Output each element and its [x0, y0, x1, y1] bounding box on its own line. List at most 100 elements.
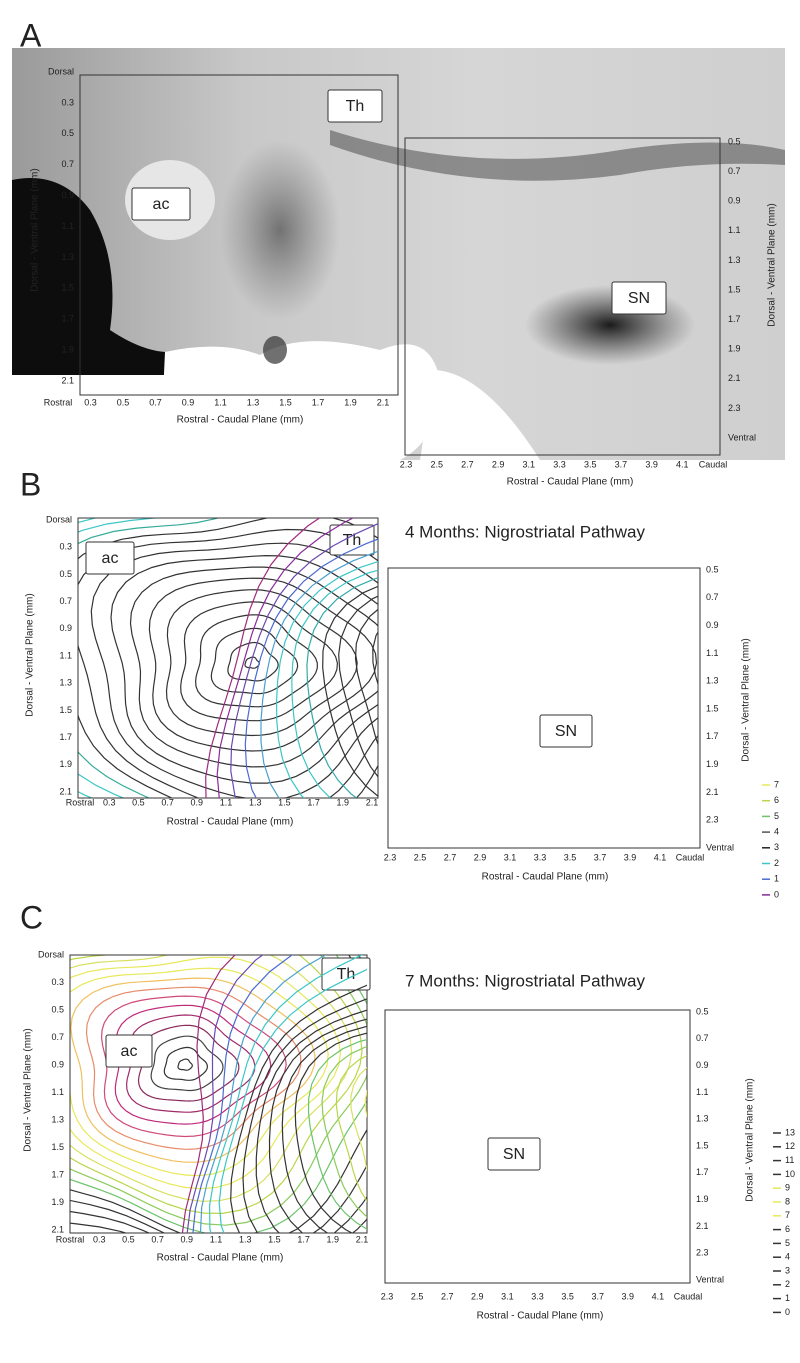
x-tick-label: 2.9: [471, 1291, 484, 1301]
x-tick-label: 3.5: [584, 459, 597, 469]
y-tick-label: 1.5: [59, 705, 72, 715]
legend-label: 0: [785, 1307, 790, 1317]
y-tick-label: 1.7: [728, 314, 741, 324]
plot-frame: [387, 567, 701, 849]
contour-line: [372, 630, 378, 687]
x-tick-label: 3.9: [645, 459, 658, 469]
contour-line: [281, 1025, 367, 1233]
x-tick-label: 0.9: [182, 397, 195, 407]
contour-line: [407, 606, 670, 805]
contour-line: [350, 1066, 367, 1173]
x-tick-label: 3.7: [591, 1291, 604, 1301]
x-tick-label: 3.1: [523, 459, 536, 469]
x-tick-label: Rostral: [56, 1234, 85, 1244]
plot-frame: [384, 1009, 691, 1284]
contour-line: [70, 967, 329, 1177]
x-tick-label: 1.5: [268, 1234, 281, 1244]
y-tick-label: 0.9: [51, 1059, 64, 1069]
region-label: Th: [346, 98, 365, 115]
y-tick-label: 1.9: [61, 344, 74, 354]
contour-line: [129, 566, 378, 768]
contours: [205, 518, 685, 820]
region-label: ac: [121, 1043, 138, 1060]
y-tick-label: 1.1: [728, 225, 741, 235]
legend-label: 7: [785, 1210, 790, 1220]
contour-line: [523, 694, 537, 705]
x-tick-label: 1.7: [297, 1234, 310, 1244]
x-tick-label: 2.1: [377, 397, 390, 407]
contour-line: [390, 596, 685, 820]
contour-line: [181, 955, 236, 1233]
legend-label: 7: [774, 779, 779, 789]
x-tick-label: 0.7: [161, 797, 174, 807]
x-tick-label: 2.3: [384, 852, 397, 862]
contour-line: [354, 608, 378, 747]
x-tick-label: 1.1: [220, 797, 233, 807]
contour-line: [192, 955, 294, 1233]
x-tick-label: 0.3: [84, 397, 97, 407]
y-tick-label: 1.1: [59, 650, 72, 660]
x-tick-label: 3.3: [534, 852, 547, 862]
region-label: SN: [628, 290, 650, 307]
contour-line: [424, 616, 655, 791]
x-tick-label: 3.3: [553, 459, 566, 469]
x-tick-label: 1.5: [278, 797, 291, 807]
contour-line: [199, 955, 327, 1233]
y-tick-label: 2.1: [696, 1221, 709, 1231]
contour-line: [230, 522, 378, 798]
contour-line: [218, 968, 367, 1233]
x-tick-label: 0.9: [191, 797, 204, 807]
x-tick-label: 1.7: [312, 397, 325, 407]
legend-label: 1: [785, 1293, 790, 1303]
y-tick-label: 0.5: [51, 1004, 64, 1014]
plot-frame: [404, 137, 721, 456]
y-tick-label: 1.5: [696, 1140, 709, 1150]
legend-label: 13: [785, 1127, 795, 1137]
contour-line: [275, 560, 378, 798]
region-label-box: [539, 714, 593, 748]
panel-letter: B: [20, 466, 41, 502]
plot-left: Dorsal0.30.50.70.91.11.31.51.71.92.1Rost…: [23, 949, 371, 1264]
x-tick-label: 1.3: [239, 1234, 252, 1244]
x-tick-label: 2.7: [441, 1291, 454, 1301]
contour-line: [508, 682, 554, 717]
y-tick-label: 1.1: [51, 1087, 64, 1097]
y-tick-label: 1.5: [61, 283, 74, 293]
contour-line: [242, 998, 367, 1233]
y-tick-label: Dorsal: [48, 66, 74, 76]
legend-label: 2: [774, 858, 779, 868]
x-tick-label: 2.9: [492, 459, 505, 469]
x-axis-label: Rostral - Caudal Plane (mm): [507, 477, 634, 488]
y-tick-label: 2.3: [696, 1248, 709, 1258]
y-axis-label: Dorsal - Ventral Plane (mm): [745, 1078, 756, 1201]
contours: [181, 955, 367, 1233]
x-tick-label: Caudal: [674, 1291, 703, 1301]
region-label: SN: [503, 1146, 525, 1163]
panel-title: 7 Months: Nigrostriatal Pathway: [405, 971, 645, 990]
y-axis-label: Dorsal - Ventral Plane (mm): [741, 638, 752, 761]
x-tick-label: 1.1: [210, 1234, 223, 1244]
plot-right: 0.5 0.7 0.9 1.1 1.3 1.5 1.7 1.9 2.1 2.3 Ventral 2.3…: [400, 136, 778, 487]
x-tick-label: 1.9: [337, 797, 350, 807]
contour-line: [70, 955, 367, 1233]
x-tick-label: 2.7: [444, 852, 457, 862]
x-tick-label: 0.3: [93, 1234, 106, 1244]
y-tick-label: 2.1: [61, 375, 74, 385]
x-tick-label: 2.1: [356, 1234, 369, 1244]
y-tick-label: 1.5: [51, 1142, 64, 1152]
contours: [70, 955, 367, 1233]
plot-right: 0.5 0.7 0.9 1.1 1.3 1.5 1.7 1.9 2.1 2.3 Ventral 2.3…: [205, 518, 752, 883]
region-label-box: [611, 281, 667, 315]
x-tick-label: 3.9: [622, 1291, 635, 1301]
contour-line: [70, 977, 316, 1163]
x-tick-label: 2.5: [414, 852, 427, 862]
x-tick-label: 0.5: [132, 797, 145, 807]
y-tick-label: 0.5: [696, 1006, 709, 1016]
y-tick-label: 1.9: [51, 1197, 64, 1207]
region-label-box: [85, 541, 135, 575]
y-tick-label: 0.9: [59, 623, 72, 633]
contour-line: [455, 636, 622, 764]
x-axis-label: Rostral - Caudal Plane (mm): [167, 817, 294, 828]
contour-line: [148, 577, 378, 752]
